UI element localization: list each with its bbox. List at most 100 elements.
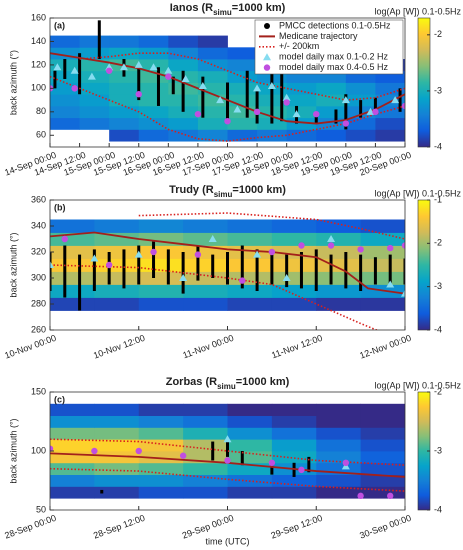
model-high-marker <box>401 242 405 249</box>
detection <box>181 70 185 112</box>
title-subscript: simu <box>214 190 233 199</box>
heatmap-cell <box>316 474 362 487</box>
heatmap-cell <box>197 35 228 48</box>
heatmap-cell <box>271 403 317 416</box>
colorbar-tick-label: -3 <box>434 445 442 455</box>
x-tick-label: 28-Sep 00:00 <box>3 513 57 541</box>
y-tick-label: 50 <box>36 504 46 514</box>
heatmap-cell <box>138 297 184 311</box>
colorbar-label: log(Ap [W]) 0.1-0.5Hz <box>374 188 461 198</box>
heatmap-cell <box>94 271 140 285</box>
heatmap-cell <box>360 271 405 285</box>
heatmap-cell <box>50 486 95 499</box>
detection <box>240 451 244 466</box>
heatmap-cell <box>183 219 228 233</box>
heatmap-cell <box>138 439 184 452</box>
model-high-marker <box>165 73 172 80</box>
heatmap-cell <box>271 486 317 499</box>
heatmap-cell <box>227 427 273 440</box>
model-high-marker <box>239 277 246 284</box>
heatmap-cell <box>138 94 169 107</box>
model-high-marker <box>342 459 350 466</box>
colorbar-tick-label: -2 <box>434 386 442 396</box>
legend-label: model daily max 0.1-0.2 Hz <box>279 52 389 62</box>
model-high-marker <box>50 445 54 452</box>
x-tick-label: 11-Nov 00:00 <box>181 333 235 361</box>
heatmap-cell <box>168 47 199 60</box>
heatmap-cell <box>168 35 199 48</box>
bound-line <box>50 75 405 142</box>
heatmap-cell <box>138 284 184 298</box>
detection <box>78 53 82 95</box>
heatmap-cell <box>197 129 228 142</box>
y-tick-label: 150 <box>31 386 46 396</box>
panel-label: (c) <box>54 394 65 404</box>
model-low-marker <box>401 289 405 297</box>
heatmap-cell <box>138 258 184 272</box>
plot-area <box>50 212 405 330</box>
heatmap-cell <box>183 474 228 487</box>
heatmap-cell <box>183 297 228 311</box>
heatmap-cell <box>227 94 258 107</box>
heatmap-cell <box>50 94 80 107</box>
legend-symbol <box>263 53 271 61</box>
heatmap-cell <box>183 403 228 416</box>
model-high-marker <box>194 251 202 258</box>
heatmap-cell <box>257 117 288 130</box>
detection <box>255 88 259 124</box>
detection <box>334 109 338 124</box>
heatmap-cell <box>197 59 228 72</box>
heatmap-cell <box>183 439 228 452</box>
heatmap-cell <box>138 82 169 95</box>
heatmap-cell <box>360 486 405 499</box>
trajectory <box>50 231 405 295</box>
heatmap-cell <box>227 284 273 298</box>
model-high-marker <box>61 235 68 243</box>
heatmap-cell <box>227 439 273 452</box>
detection <box>373 257 377 285</box>
heatmap-cell <box>50 439 95 452</box>
model-high-marker <box>298 242 305 249</box>
model-low-marker <box>181 74 190 82</box>
detection <box>299 252 303 289</box>
heatmap-cell <box>286 82 317 95</box>
y-tick-label: 280 <box>31 298 46 308</box>
model-low-marker <box>208 235 217 242</box>
heatmap-cell <box>227 403 273 416</box>
heatmap-cell <box>94 284 140 298</box>
heatmap-cell <box>50 403 95 416</box>
model-low-marker <box>253 250 262 258</box>
plot-area <box>50 403 405 500</box>
heatmap-cell <box>197 47 228 60</box>
x-tick-label: 10-Nov 00:00 <box>3 333 57 361</box>
heatmap-cell <box>94 219 140 233</box>
heatmap-cell <box>109 35 140 48</box>
heatmap-cell <box>94 403 140 416</box>
heatmap-cell <box>375 117 405 130</box>
detection <box>373 97 377 112</box>
detection <box>307 456 311 473</box>
heatmap-cell <box>138 451 184 464</box>
model-low-marker <box>386 280 395 288</box>
heatmap-cell <box>316 427 362 440</box>
model-low-marker <box>50 261 54 268</box>
detection <box>137 245 141 285</box>
model-high-marker <box>298 466 305 474</box>
heatmap-cell <box>360 451 405 464</box>
y-tick-label: 140 <box>31 36 46 46</box>
heatmap-cell <box>50 297 95 311</box>
heatmap-cell <box>79 70 110 83</box>
model-low-marker <box>391 96 400 104</box>
colorbar <box>417 199 431 331</box>
title-subscript: simu <box>217 382 236 391</box>
heatmap-cell <box>360 297 405 311</box>
y-axis-label: back azimuth (°) <box>8 232 18 297</box>
trajectory <box>50 52 405 125</box>
colorbar-tick-label: -2 <box>434 29 442 39</box>
chart-title: Ianos (Rsimu=1000 km) <box>170 2 286 17</box>
heatmap-cell <box>316 82 347 95</box>
panel-label: (b) <box>54 202 66 212</box>
detection <box>97 20 101 60</box>
detection <box>196 245 200 281</box>
heatmap-cell <box>227 297 273 311</box>
